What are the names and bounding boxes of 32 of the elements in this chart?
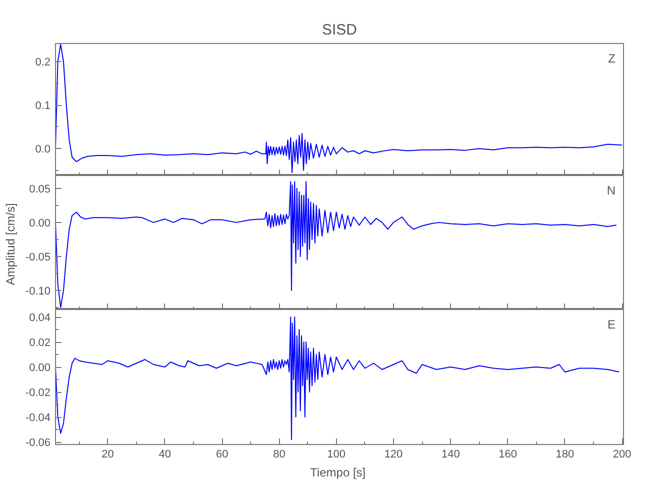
x-tick-label: 120 (384, 448, 403, 460)
annotation: E (607, 318, 616, 332)
y-tick-label: 0.0 (35, 144, 51, 156)
x-tick-label: 20 (102, 448, 114, 460)
x-tick-label: 40 (158, 448, 172, 460)
line-series (56, 316, 620, 440)
x-tick-label: 140 (441, 448, 460, 460)
y-tick-label: 0.1 (35, 100, 51, 112)
x-tick-label: 200 (612, 448, 632, 460)
y-axis-title: Amplitud [cm/s] (3, 203, 18, 286)
chart-title: SISD (322, 22, 358, 38)
line-series (56, 44, 623, 173)
annotation: Z (608, 52, 616, 66)
y-tick-label: -0.06 (25, 437, 51, 449)
x-tick-label: 100 (327, 448, 346, 460)
y-tick-label: 0.2 (35, 56, 51, 69)
x-tick-label: 60 (216, 448, 228, 460)
y-tick-label: -0.02 (25, 387, 51, 399)
x-axis-title: Tiempo [s] (310, 466, 366, 480)
y-tick-label: -0.05 (25, 251, 51, 264)
y-tick-label: -0.04 (25, 412, 51, 424)
x-tick-label: 180 (556, 448, 574, 460)
y-tick-label: 0.00 (29, 362, 51, 374)
x-tick-label: 160 (498, 448, 517, 460)
x-tick-label: 80 (273, 448, 286, 460)
line-series (56, 181, 617, 308)
y-tick-label: -0.10 (25, 285, 51, 298)
y-tick-label: 0.02 (29, 337, 51, 349)
y-tick-label: 0.04 (29, 312, 51, 324)
annotation: N (606, 184, 616, 198)
y-tick-label: 0.00 (29, 217, 51, 230)
y-tick-label: 0.05 (29, 183, 51, 196)
